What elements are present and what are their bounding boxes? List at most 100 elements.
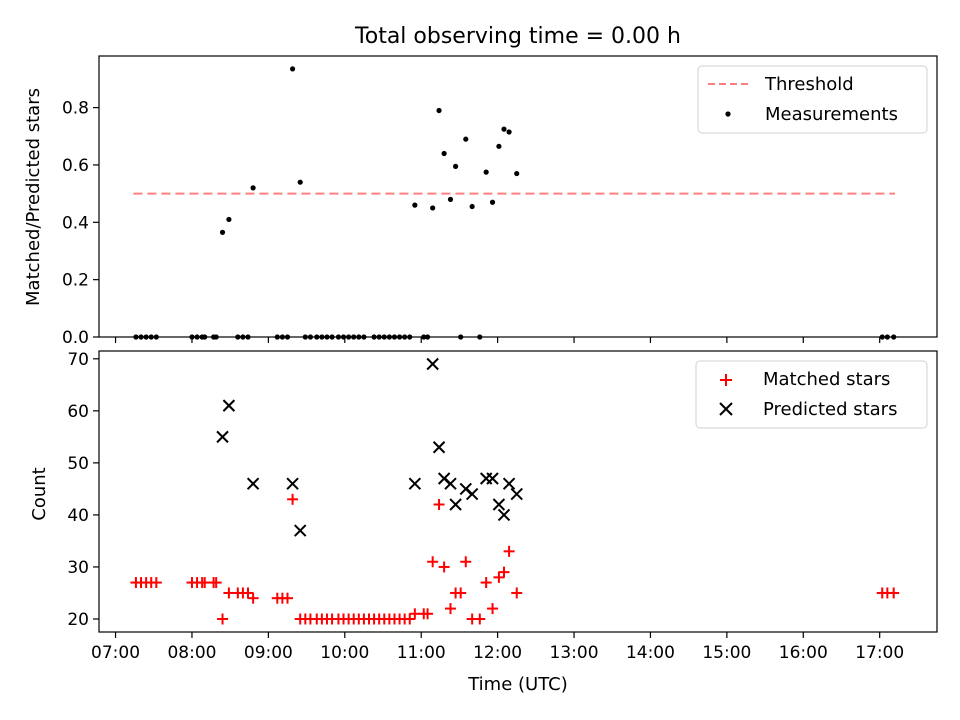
figure-title: Total observing time = 0.00 h [354, 24, 681, 49]
measurement-point [501, 126, 507, 132]
top-legend-box [697, 65, 928, 134]
bottom-x-axis-label: Time (UTC) [467, 674, 568, 695]
predicted-stars-point [222, 399, 236, 412]
legend-measurements-label: Measurements [765, 104, 898, 125]
predicted-stars-point-b [449, 498, 462, 511]
matched-stars-point [210, 577, 222, 589]
top-y-axis: 0.0 0.2 0.4 0.6 0.8 [62, 99, 99, 348]
predicted-stars-point [246, 477, 260, 490]
measurement-point [463, 136, 469, 142]
legend-matched-label: Matched stars [763, 369, 890, 390]
measurement-point [219, 229, 226, 235]
bottom-xtick-label: 08:00 [167, 643, 216, 663]
top-ytick-label: 0.6 [62, 156, 89, 176]
matched-stars-point [445, 603, 457, 615]
predicted-stars-point [432, 441, 446, 454]
bottom-xtick-label: 12:00 [473, 643, 522, 663]
measurement-point [226, 216, 232, 223]
bottom-xtick-label: 15:00 [702, 643, 751, 663]
bottom-panel: 20 30 40 50 60 70 07:00 08:00 09:00 10:00 11:00 12… [29, 350, 938, 695]
predicted-stars-point-b [426, 357, 439, 371]
matched-stars-point [287, 493, 299, 505]
bottom-xtick-label: 10:00 [320, 643, 369, 663]
predicted-stars-point-b [246, 477, 260, 490]
bottom-x-axis: 07:00 08:00 09:00 10:00 11:00 12:00 13:00 14:00… [91, 632, 904, 663]
matched-stars-point [493, 571, 505, 583]
bottom-panel-frame [98, 350, 938, 633]
bottom-ytick-label: 40 [67, 506, 89, 526]
bottom-xtick-label: 09:00 [244, 643, 293, 663]
bottom-y-axis: 20 30 40 50 60 70 [67, 350, 99, 630]
matched-stars-point [460, 556, 472, 568]
matched-stars-point [480, 577, 492, 589]
predicted-stars-point [286, 477, 299, 490]
predicted-stars-point [510, 487, 523, 501]
measurement-point [297, 179, 303, 185]
bottom-ytick-label: 70 [67, 350, 89, 370]
top-panel: 0.00.20.40.60.8 Matched/Predicted stars … [23, 55, 938, 348]
predicted-stars-point [492, 498, 506, 511]
legend-threshold-label: Threshold [764, 74, 854, 95]
matched-stars-point [503, 545, 515, 557]
predicted-stars-point-b [502, 477, 516, 490]
bottom-y-axis-label: Count [29, 467, 50, 520]
matched-stars-point [242, 587, 254, 599]
predicted-stars-point-b [492, 498, 506, 511]
bottom-legend-box [695, 360, 928, 429]
bottom-ytick-label: 20 [67, 610, 89, 630]
measurement-point [441, 150, 447, 157]
bottom-legend: Matched stars Predicted stars [695, 360, 928, 429]
bottom-xtick-label: 16:00 [779, 643, 828, 663]
matched-stars-point [427, 556, 439, 568]
predicted-stars-point [216, 430, 229, 444]
matched-stars-point [433, 499, 445, 511]
matched-stars-point [281, 592, 293, 604]
predicted-stars-point-b [510, 487, 523, 501]
matched-stars-point [404, 613, 416, 625]
top-ytick-label: 0.4 [62, 213, 89, 233]
measurement-point [469, 203, 475, 210]
predicted-stars-point-b [432, 441, 446, 454]
predicted-stars-point-b [286, 477, 299, 490]
bottom-xtick-label: 11:00 [397, 643, 446, 663]
predicted-stars-point-b [497, 508, 511, 522]
legend-measurements-marker [725, 111, 731, 117]
predicted-stars-point-b [216, 430, 229, 444]
matched-stars-point [150, 577, 162, 589]
predicted-stars-point-b [222, 399, 236, 412]
measurement-point [483, 169, 489, 175]
legend-predicted-marker [719, 402, 733, 416]
measurement-point [496, 143, 502, 149]
predicted-stars-point-b [465, 487, 479, 501]
predicted-stars-point [426, 357, 439, 371]
top-legend: Threshold Measurements [697, 65, 928, 134]
predicted-stars-point [449, 498, 462, 511]
predicted-stars-point [502, 477, 516, 490]
legend-matched-marker [720, 374, 732, 386]
legend-predicted-label: Predicted stars [763, 399, 897, 420]
bottom-xtick-label: 07:00 [91, 643, 140, 663]
matched-stars-point [217, 613, 229, 625]
matched-stars-point [455, 587, 467, 599]
bottom-ytick-label: 60 [67, 402, 89, 422]
measurement-point [452, 163, 459, 169]
bottom-xtick-label: 14:00 [626, 643, 675, 663]
top-ytick-label: 0.8 [62, 99, 89, 119]
bottom-panel-marks [130, 357, 900, 625]
measurement-point [430, 205, 436, 211]
predicted-stars-point [408, 477, 422, 490]
top-ytick-label: 0.2 [62, 271, 89, 291]
measurement-point [250, 185, 256, 191]
bottom-ytick-label: 50 [67, 454, 89, 474]
predicted-stars-point [497, 508, 511, 522]
measurement-point [506, 129, 512, 135]
measurement-point [514, 170, 520, 177]
measurement-point [447, 196, 454, 202]
measurement-point [412, 202, 418, 208]
measurement-point [289, 66, 296, 72]
predicted-stars-point [444, 477, 457, 490]
measurement-point [489, 199, 496, 205]
predicted-stars-point-b [437, 472, 451, 485]
bottom-ytick-label: 30 [67, 558, 89, 578]
